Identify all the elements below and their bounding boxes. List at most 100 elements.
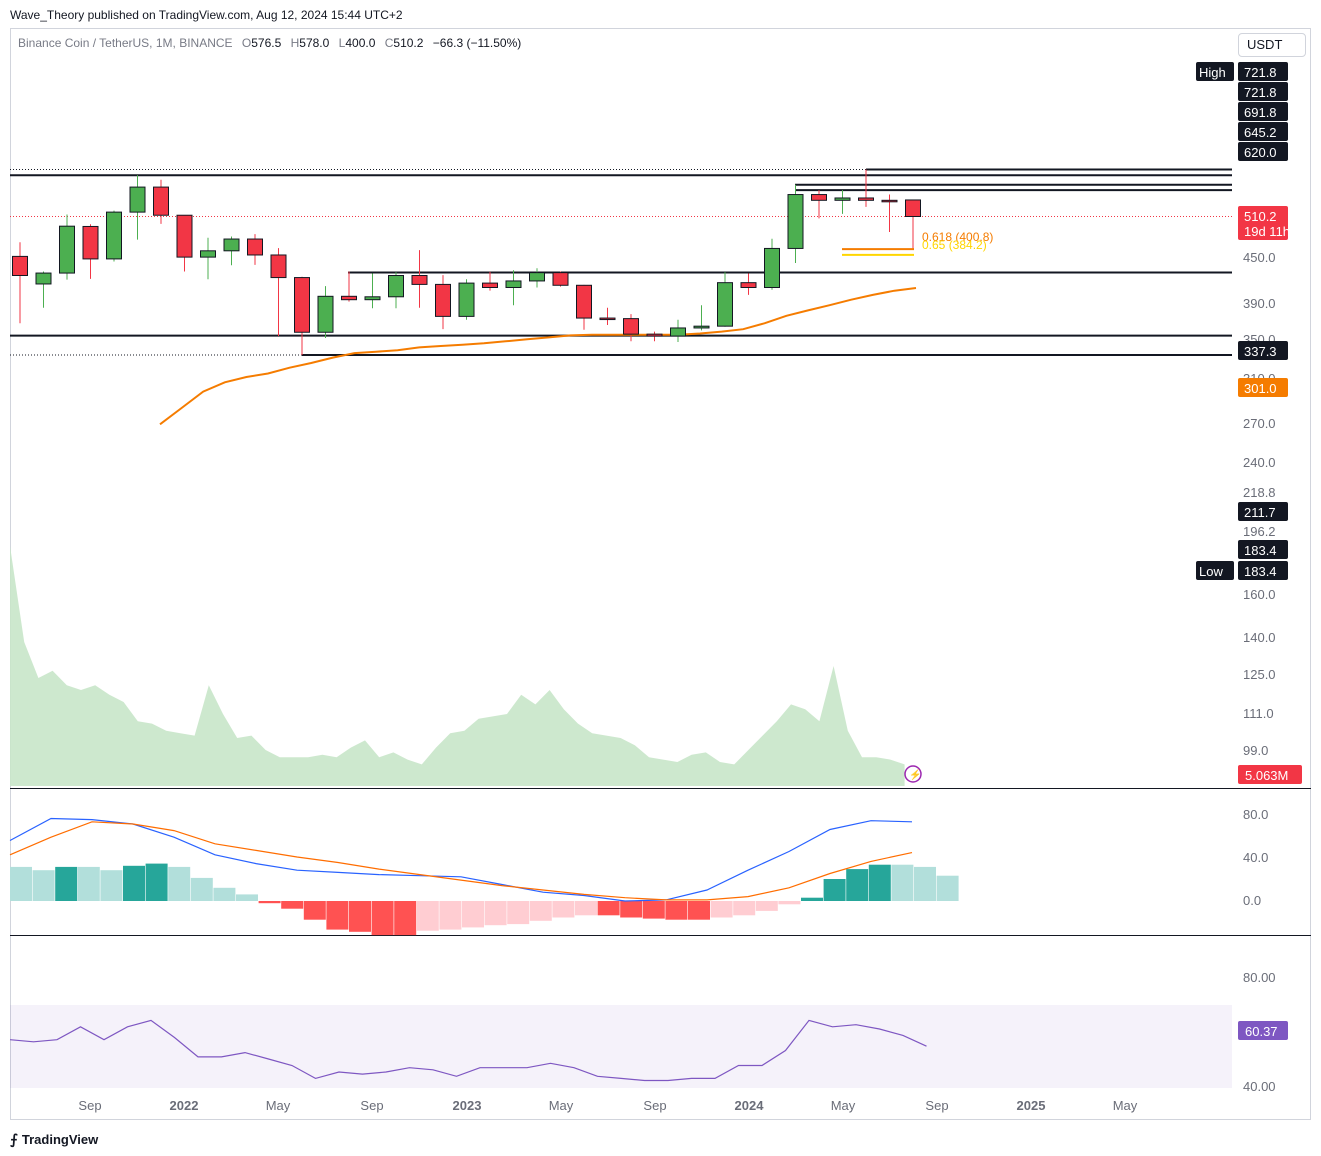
- candle-body: [59, 225, 75, 274]
- candle-body: [505, 280, 522, 289]
- price-axis-label: 337.3: [1244, 344, 1277, 359]
- macd-histogram-bar: [349, 901, 371, 932]
- price-axis-tick-label: 450.0: [1243, 250, 1276, 265]
- macd-histogram-bar: [507, 901, 530, 925]
- price-axis-label-box: [1238, 561, 1288, 580]
- close-value: 510.2: [393, 36, 424, 50]
- rsi-line: [9, 1019, 927, 1082]
- macd-histogram-bar: [552, 901, 575, 918]
- price-axis-label-box: [1238, 142, 1288, 161]
- macd-histogram-bar: [936, 875, 959, 901]
- price-axis-label: 510.2: [1244, 209, 1277, 224]
- macd-axis-tick-label: 40.0: [1243, 850, 1268, 865]
- x-axis-tick-label: May: [831, 1098, 856, 1113]
- price-axis-label: 620.0: [1244, 145, 1277, 160]
- high-label: H: [290, 36, 300, 50]
- price-axis-tick-label: 99.0: [1243, 743, 1268, 758]
- open-value: 576.5: [251, 36, 282, 50]
- price-axis-label-box: [1238, 341, 1288, 360]
- candle-body: [153, 186, 169, 216]
- price-axis-label-box: [1238, 82, 1288, 101]
- close-label: C: [384, 36, 394, 50]
- candle-body: [811, 194, 827, 201]
- candle-body: [129, 186, 146, 213]
- macd-histogram-bar: [665, 901, 688, 920]
- price-axis-tick-label: 240.0: [1243, 455, 1276, 470]
- candle-body: [693, 325, 710, 329]
- price-axis-tick-label: 196.2: [1243, 524, 1276, 539]
- macd-histogram-bar: [891, 864, 914, 901]
- candle-body: [12, 255, 28, 277]
- rsi-last-label: 60.37: [1245, 1024, 1278, 1039]
- extreme-tag-label: High: [1199, 65, 1226, 80]
- x-axis-tick-label: May: [549, 1098, 574, 1113]
- macd-histogram-bar: [416, 901, 439, 931]
- tradingview-brand[interactable]: ⨍ TradingView: [10, 1131, 98, 1148]
- macd-histogram-bar: [642, 901, 665, 919]
- macd-histogram-bar: [281, 901, 304, 909]
- volume-area: [10, 546, 905, 786]
- candle-body: [764, 247, 780, 289]
- rsi-axis-tick-label: 80.00: [1243, 970, 1276, 985]
- candle-body: [411, 275, 428, 285]
- open-label: O: [241, 36, 252, 50]
- macd-histogram-bar: [733, 901, 756, 916]
- candle-body: [223, 238, 240, 252]
- macd-histogram-bar: [123, 865, 145, 901]
- candle-body: [646, 333, 663, 337]
- candle-body: [247, 238, 263, 256]
- price-axis-label: 721.8: [1244, 85, 1277, 100]
- price-axis-label: 183.4: [1244, 543, 1277, 558]
- macd-histogram-bar: [620, 901, 643, 918]
- price-axis-tick-label: 218.8: [1243, 485, 1276, 500]
- candle-body: [881, 199, 898, 203]
- price-axis-label: 645.2: [1244, 125, 1277, 140]
- candle-body: [740, 282, 757, 289]
- price-axis-tick-label: 111.0: [1243, 706, 1274, 721]
- macd-histogram-bar: [529, 901, 552, 921]
- candle-body: [176, 214, 193, 258]
- macd-histogram-bar: [190, 877, 213, 901]
- candle-body: [317, 295, 334, 333]
- macd-histogram-bar: [688, 901, 710, 920]
- candle-body: [834, 197, 851, 201]
- price-axis-label-box: [1238, 378, 1288, 397]
- volume-last-label: 5.063M: [1245, 768, 1288, 783]
- macd-line: [9, 817, 913, 902]
- x-axis-tick-label: Sep: [78, 1098, 101, 1113]
- x-axis-tick-label: May: [266, 1098, 291, 1113]
- candle-body: [482, 282, 498, 289]
- rsi-label-box: [1238, 1021, 1288, 1040]
- symbol-legend: Binance Coin / TetherUS, 1M, BINANCE O57…: [18, 36, 521, 50]
- price-axis-tick-label: 125.0: [1243, 667, 1276, 682]
- candle-body: [294, 277, 310, 333]
- macd-histogram-bar: [823, 879, 846, 901]
- low-label: L: [338, 36, 346, 50]
- macd-histogram-bar: [303, 901, 326, 920]
- change-value: −66.3 (−11.50%): [432, 36, 522, 50]
- candle-body: [341, 295, 357, 301]
- x-axis-tick-label: 2025: [1017, 1098, 1046, 1113]
- macd-histogram-bar: [778, 901, 801, 905]
- macd-histogram-bar: [710, 901, 733, 918]
- x-axis-tick-label: Sep: [360, 1098, 383, 1113]
- price-axis-label: 183.4: [1244, 564, 1277, 579]
- publisher-line: Wave_Theory published on TradingView.com…: [10, 8, 403, 22]
- volume-label-box: [1238, 765, 1302, 784]
- macd-histogram-bar: [801, 897, 823, 901]
- candle-body: [388, 275, 404, 298]
- candle-body: [787, 194, 804, 249]
- macd-histogram-bar: [575, 901, 597, 916]
- price-axis-tick-label: 140.0: [1243, 630, 1276, 645]
- currency-button[interactable]: USDT: [1238, 33, 1306, 57]
- macd-histogram-bar: [258, 901, 281, 904]
- fib-level-label: 0.618 (400.8): [922, 230, 993, 244]
- extreme-tag-box: [1196, 62, 1234, 81]
- candle-body: [599, 317, 616, 321]
- price-axis-label-box: [1238, 62, 1288, 81]
- candle-body: [200, 250, 216, 258]
- price-axis-tick-label: 160.0: [1243, 587, 1276, 602]
- symbol-name: Binance Coin / TetherUS, 1M, BINANCE: [18, 36, 233, 50]
- tradingview-logo-icon: ⨍: [10, 1131, 18, 1147]
